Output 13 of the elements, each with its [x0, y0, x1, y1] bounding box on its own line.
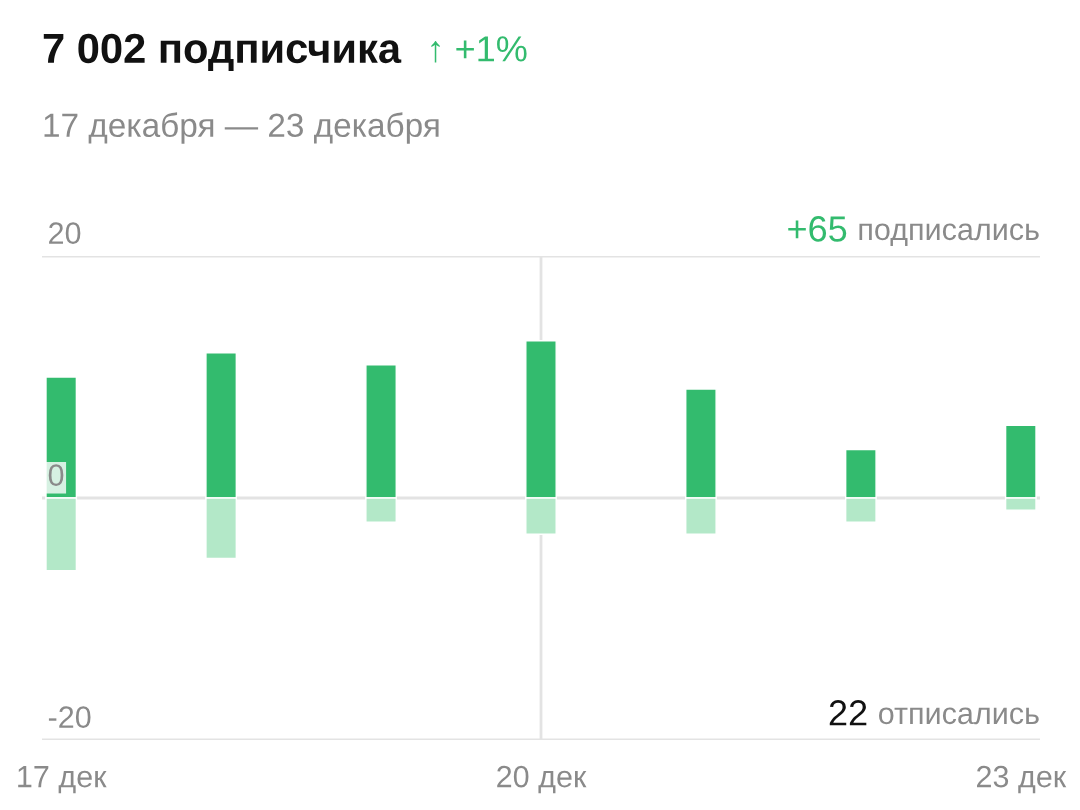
x-tick-label: 17 дек: [18, 766, 107, 794]
y-tick-label: 0: [48, 464, 64, 486]
text: +65: [788, 216, 847, 242]
annotation: отписались: [879, 707, 1039, 725]
chart-title: 7 002 подписчика: [43, 33, 402, 72]
text: подписались: [859, 223, 1039, 246]
y-tick-label: 20: [49, 222, 81, 244]
annotation: 22: [829, 700, 867, 726]
text: ↑ +1%: [431, 36, 527, 63]
chart-subtitle: 17 декабря — 23 декабря: [44, 112, 439, 144]
x-tick-label: 20 дек: [497, 765, 587, 794]
y-tick-label: -20: [48, 706, 91, 728]
x-tick-label: 23 дек: [977, 765, 1067, 794]
